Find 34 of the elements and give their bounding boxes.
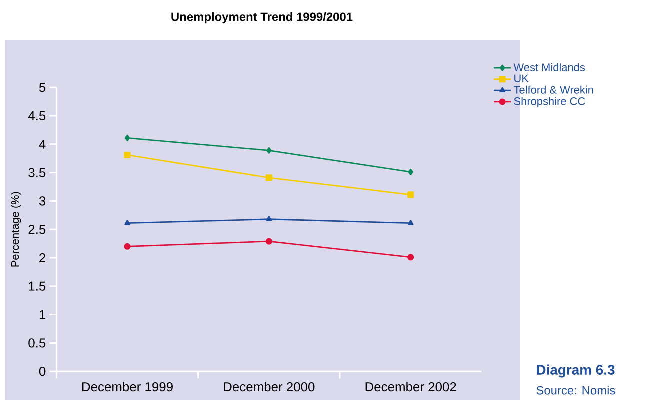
y-tick-label: 3.5	[28, 168, 46, 178]
point	[266, 216, 272, 222]
y-tick-label: 4	[39, 140, 46, 149]
point	[124, 220, 130, 226]
point	[124, 152, 131, 158]
y-tick-label: 2.5	[28, 225, 46, 234]
point	[124, 134, 130, 142]
x-tick-label: December 2000	[224, 382, 315, 392]
y-tick-label: 4.5	[28, 111, 46, 121]
point	[408, 192, 414, 198]
chart-title: Unemployment Trend 1999/2001	[172, 12, 353, 24]
y-tick-label: 1	[40, 310, 46, 320]
legend-label: Shropshire CC	[514, 97, 586, 108]
point	[408, 254, 414, 261]
point	[266, 174, 272, 182]
source-note: Source: Nomis	[536, 386, 616, 395]
y-tick-label: 1.5	[29, 282, 46, 291]
point	[266, 147, 272, 154]
x-tick-label: December 2002	[366, 382, 456, 392]
y-tick-label: 0.5	[28, 338, 46, 348]
point	[124, 243, 131, 250]
y-tick-label: 5	[39, 83, 46, 92]
legend-label: Telford & Wrekin	[514, 86, 594, 94]
y-tick-label: 2	[40, 253, 46, 263]
point	[266, 238, 272, 245]
y-tick-label: 3	[39, 196, 46, 206]
x-tick-label: December 1999	[82, 382, 173, 392]
text: Diagram 6.3	[537, 364, 615, 378]
y-axis-title: Percentage (%)	[11, 192, 22, 267]
legend-label: West Midlands	[514, 63, 586, 72]
point	[408, 168, 414, 176]
point	[408, 220, 414, 226]
legend-label: UK	[514, 74, 529, 82]
y-tick-label: 0	[39, 367, 46, 376]
